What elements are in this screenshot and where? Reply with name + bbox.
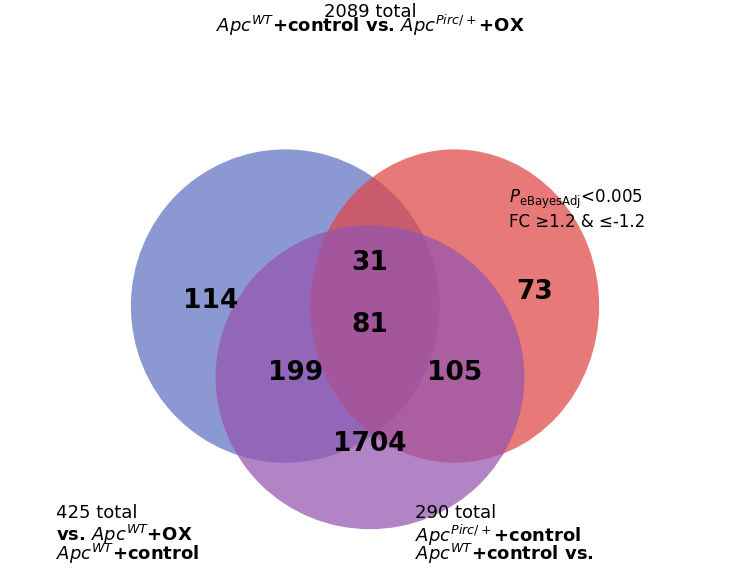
Text: $\mathit{Apc}^{WT}$+control vs.: $\mathit{Apc}^{WT}$+control vs. <box>415 542 593 566</box>
Ellipse shape <box>310 150 599 463</box>
Text: 114: 114 <box>183 288 238 314</box>
Text: 290 total: 290 total <box>415 504 496 522</box>
Text: $\mathit{Apc}^{WT}$+control vs. $\mathit{Apc}^{Pirc/+}$+OX: $\mathit{Apc}^{WT}$+control vs. $\mathit… <box>215 13 525 38</box>
Text: 199: 199 <box>268 360 323 386</box>
Text: $\mathit{Apc}^{WT}$+control: $\mathit{Apc}^{WT}$+control <box>56 542 200 566</box>
Text: vs. $\mathit{Apc}^{WT}$+OX: vs. $\mathit{Apc}^{WT}$+OX <box>56 522 192 547</box>
Text: 2089 total: 2089 total <box>323 3 417 21</box>
Text: 425 total: 425 total <box>56 504 138 522</box>
Text: 73: 73 <box>516 279 553 305</box>
Text: 81: 81 <box>352 312 389 338</box>
Text: $P$$_{\mathrm{eBayesAdj}}$<0.005
FC ≥1.2 & ≤-1.2: $P$$_{\mathrm{eBayesAdj}}$<0.005 FC ≥1.2… <box>509 187 646 232</box>
Ellipse shape <box>131 150 440 463</box>
Text: $\mathit{Apc}^{Pirc/+}$+control: $\mathit{Apc}^{Pirc/+}$+control <box>415 522 581 548</box>
Text: 31: 31 <box>352 250 389 277</box>
Text: 105: 105 <box>427 360 482 386</box>
Text: 1704: 1704 <box>333 431 407 457</box>
Ellipse shape <box>215 225 525 529</box>
